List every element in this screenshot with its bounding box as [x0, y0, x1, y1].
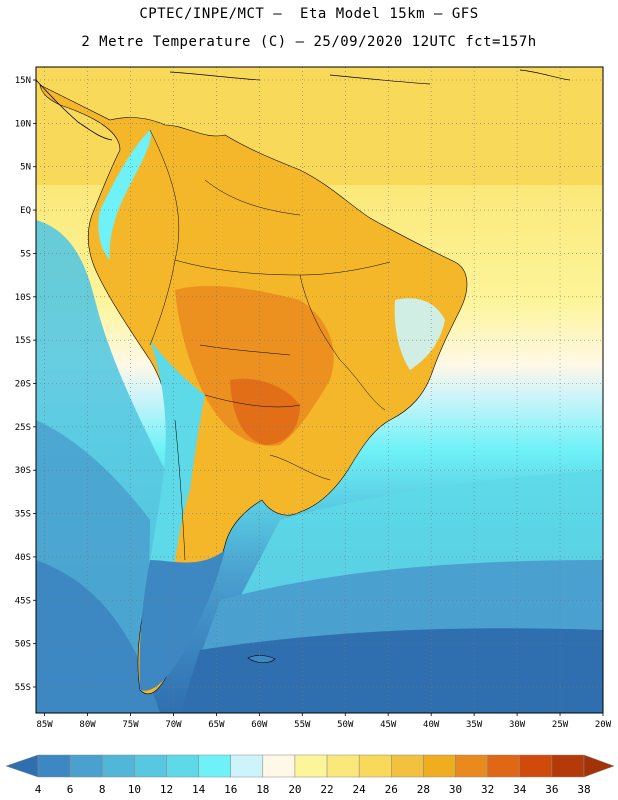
- latitude-label: 20S: [15, 379, 31, 389]
- latitude-label: 15N: [15, 76, 31, 86]
- colorbar-swatch: [551, 754, 585, 778]
- map-gridlines: [33, 67, 604, 716]
- colorbar-underflow-arrow: [5, 754, 39, 778]
- south-atlantic-cold-field: [180, 628, 603, 713]
- colorbar-level-label: 14: [192, 783, 206, 796]
- colorbar-level-label: 34: [513, 783, 527, 796]
- central-america-coast: [36, 79, 113, 141]
- latitude-labels: 15N 10N 5N EQ 5S 10S 15S 20S 25S 30S 35S 40S 45S 50S 5…: [15, 76, 31, 693]
- colorbar-level-label: 22: [320, 783, 333, 796]
- falkland-islands: [247, 655, 276, 663]
- latitude-label: EQ: [20, 206, 31, 216]
- country-borders: [149, 129, 391, 561]
- colorbar-swatch: [455, 754, 488, 778]
- latitude-label: 50S: [15, 640, 31, 650]
- colorbar-level-label: 6: [67, 783, 74, 796]
- patagonia-cold-field: [139, 550, 225, 691]
- colorbar-swatch: [294, 754, 328, 778]
- map-title-line2: 2 Metre Temperature (C) – 25/09/2020 12U…: [81, 34, 537, 50]
- colorbar-swatch: [519, 754, 553, 778]
- map-field: [36, 67, 603, 713]
- colorbar-swatch: [230, 754, 264, 778]
- colorbar-level-label: 4: [35, 783, 42, 796]
- temperature-map: 15N 10N 5N EQ 5S 10S 15S 20S 25S 30S 35S 40S 45S 50S 5…: [15, 66, 612, 730]
- latitude-label: 45S: [15, 596, 31, 606]
- far-south-pacific-field: [36, 560, 160, 713]
- colorbar-overflow-arrow: [583, 754, 615, 778]
- longitude-label: 25W: [552, 720, 569, 730]
- longitude-label: 60W: [251, 720, 268, 730]
- longitude-label: 20W: [595, 720, 612, 730]
- latitude-label: 10S: [15, 293, 31, 303]
- longitude-label: 80W: [79, 720, 96, 730]
- colorbar-swatch: [37, 754, 71, 778]
- colorbar-level-label: 26: [385, 783, 398, 796]
- colorbar-swatch: [262, 754, 296, 778]
- colorbar-swatch: [166, 754, 199, 778]
- colorbar-swatch: [69, 754, 103, 778]
- longitude-label: 75W: [122, 720, 139, 730]
- colorbar-labels: 4 6 8 10 12 14 16 18 20 22 24 26 28 30 32 34 36 38: [35, 783, 591, 796]
- latitude-label: 55S: [15, 683, 31, 693]
- colorbar-level-label: 20: [288, 783, 301, 796]
- map-frame: [35, 66, 604, 714]
- colorbar-level-label: 12: [160, 783, 173, 796]
- colorbar-swatch: [487, 754, 521, 778]
- longitude-label: 50W: [337, 720, 354, 730]
- longitude-label: 35W: [466, 720, 483, 730]
- longitude-label: 45W: [380, 720, 397, 730]
- colorbar-swatch: [423, 754, 456, 778]
- colorbar-level-label: 24: [353, 783, 367, 796]
- latitude-label: 10N: [15, 119, 31, 129]
- colorbar-level-label: 28: [417, 783, 430, 796]
- map-title-line1: CPTEC/INPE/MCT – Eta Model 15km – GFS: [139, 6, 479, 22]
- colorbar-level-label: 36: [545, 783, 558, 796]
- longitude-label: 30W: [509, 720, 526, 730]
- colorbar-level-label: 18: [256, 783, 269, 796]
- longitude-label: 85W: [36, 720, 53, 730]
- latitude-label: 5S: [20, 249, 31, 259]
- longitude-labels: 85W 80W 75W 70W 65W 60W 55W 50W 45W 40W 35W 30W 25W 2…: [36, 720, 611, 730]
- colorbar-swatch: [198, 754, 231, 778]
- colorbar-swatch: [358, 754, 392, 778]
- colorbar-swatch: [391, 754, 424, 778]
- longitude-label: 70W: [165, 720, 182, 730]
- longitude-label: 65W: [208, 720, 225, 730]
- northeast-coast-cool-field: [394, 298, 445, 370]
- colorbar-swatch: [134, 754, 167, 778]
- colorbar-level-label: 38: [577, 783, 590, 796]
- latitude-label: 15S: [15, 336, 31, 346]
- latitude-label: 30S: [15, 466, 31, 476]
- colorbar-level-label: 30: [449, 783, 462, 796]
- colorbar-level-label: 8: [99, 783, 106, 796]
- colorbar-swatch: [326, 754, 360, 778]
- colorbar-swatch: [101, 754, 135, 778]
- longitude-label: 55W: [294, 720, 311, 730]
- latitude-label: 40S: [15, 553, 31, 563]
- colorbar-level-label: 32: [481, 783, 494, 796]
- longitude-label: 40W: [423, 720, 440, 730]
- colorbar-level-label: 10: [128, 783, 141, 796]
- colorbar-swatches: [5, 754, 615, 778]
- latitude-label: 35S: [15, 510, 31, 520]
- latitude-label: 5N: [20, 163, 31, 173]
- colorbar: 4 6 8 10 12 14 16 18 20 22 24 26 28 30 32 34 36 38: [5, 754, 615, 796]
- chaco-hot-spot: [230, 378, 300, 445]
- northern-andes-cool-strip: [98, 130, 151, 260]
- latitude-label: 25S: [15, 423, 31, 433]
- colorbar-level-label: 16: [224, 783, 237, 796]
